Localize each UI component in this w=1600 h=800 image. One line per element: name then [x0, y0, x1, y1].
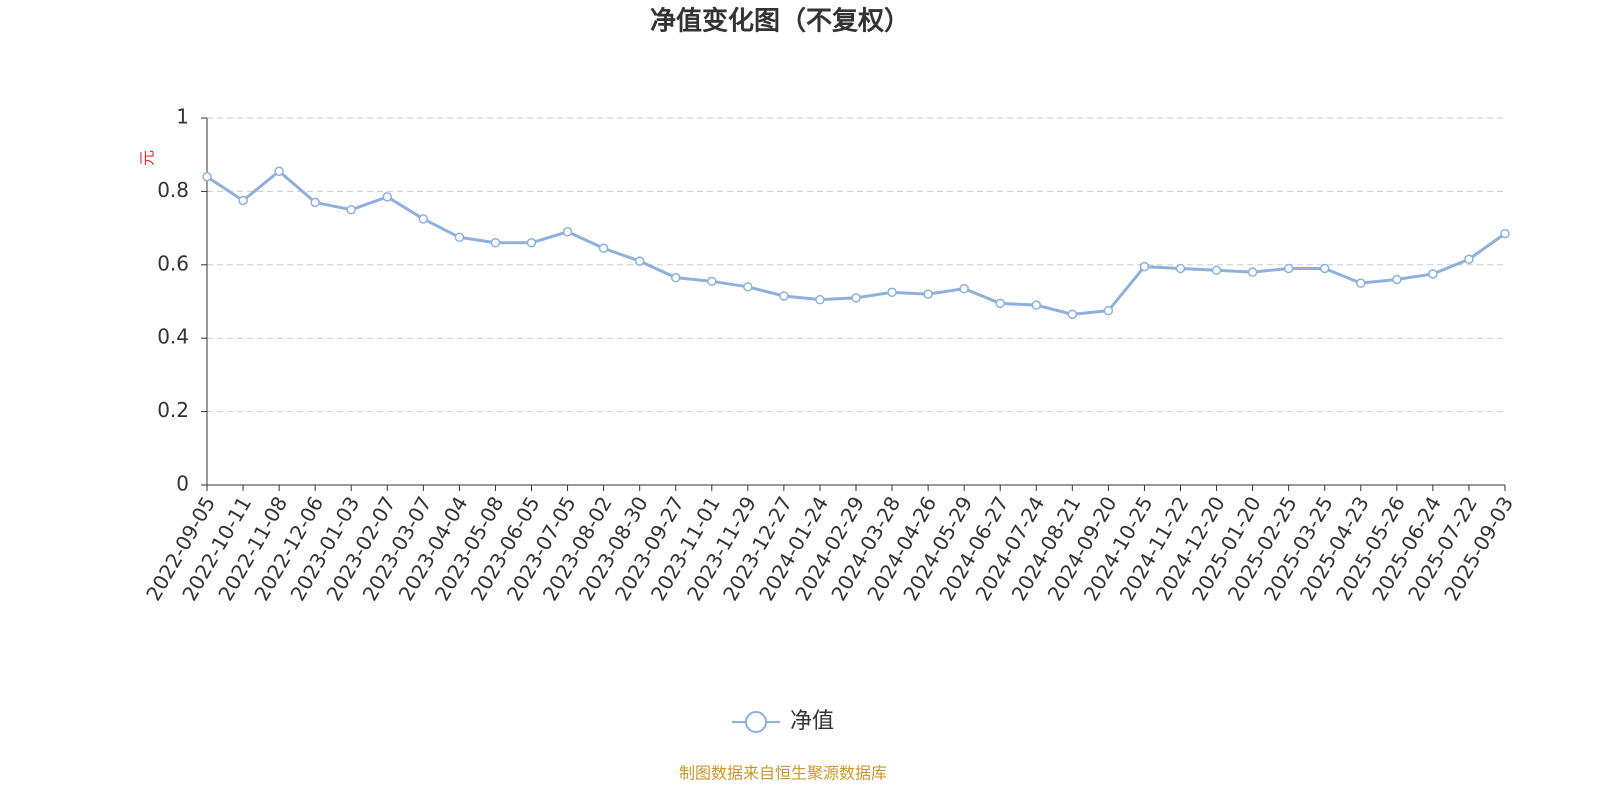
point-marker: [382, 192, 393, 202]
legend-label: 净值: [790, 709, 834, 734]
point-marker: [1319, 263, 1330, 274]
y-tick-label: 1: [176, 105, 189, 129]
y-tick-label: 0: [176, 472, 189, 496]
point-marker: [1031, 300, 1042, 310]
point-marker: [707, 276, 717, 287]
series-line: [206, 169, 1506, 316]
point-marker: [851, 293, 861, 303]
point-marker: [454, 232, 465, 243]
legend-marker: [745, 711, 767, 733]
y-tick-label: 0.2: [157, 398, 189, 422]
point-marker: [562, 227, 573, 237]
point-marker: [1139, 261, 1150, 272]
point-marker: [274, 166, 284, 176]
point-marker: [959, 283, 969, 294]
point-marker: [634, 256, 645, 266]
point-marker: [670, 272, 681, 283]
point-marker: [1392, 274, 1402, 285]
point-marker: [310, 197, 320, 208]
y-tick-label: 0.4: [157, 325, 189, 349]
y-axis-label: 元: [138, 150, 157, 166]
point-marker: [1500, 228, 1510, 239]
chart-title: 净值变化图（不复权）: [650, 6, 910, 37]
point-marker: [1247, 267, 1258, 277]
point-marker: [346, 205, 356, 215]
point-marker: [1175, 263, 1186, 274]
point-marker: [779, 291, 789, 301]
point-marker: [418, 214, 429, 224]
y-tick-label: 0.8: [157, 178, 189, 202]
point-marker: [202, 171, 212, 182]
point-marker: [490, 238, 501, 248]
point-marker: [1428, 269, 1438, 279]
point-marker: [1067, 309, 1078, 320]
point-marker: [1211, 265, 1222, 276]
point-marker: [815, 294, 825, 305]
point-marker: [238, 195, 248, 206]
point-marker: [923, 289, 933, 299]
point-marker: [1283, 263, 1294, 274]
point-marker: [1464, 254, 1474, 265]
point-marker: [526, 238, 537, 248]
point-marker: [1356, 278, 1366, 288]
y-tick-label: 0.6: [157, 251, 189, 275]
point-marker: [598, 243, 609, 254]
point-marker: [1103, 305, 1114, 316]
point-marker: [887, 287, 897, 298]
point-marker: [743, 282, 753, 292]
source-note: 制图数据来自恒生聚源数据库: [679, 764, 887, 783]
point-marker: [995, 298, 1005, 309]
